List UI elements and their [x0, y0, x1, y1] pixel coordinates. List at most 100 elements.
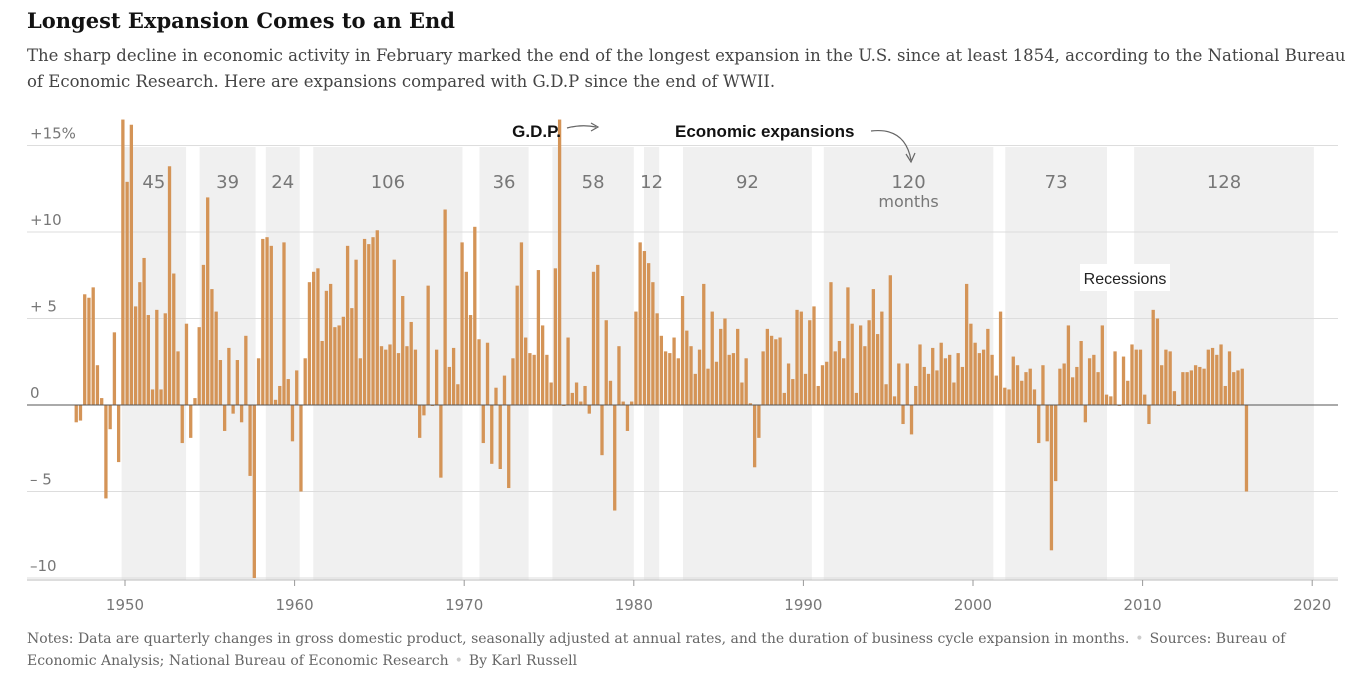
gdp-bar: [1202, 368, 1206, 405]
gdp-bar: [1100, 325, 1104, 405]
gdp-bar: [752, 405, 757, 468]
gdp-bar: [642, 251, 647, 405]
gdp-bar: [337, 325, 341, 405]
gdp-bar: [697, 349, 702, 405]
expansion-duration-label: 73: [1045, 172, 1068, 193]
gdp-bar: [95, 365, 100, 405]
y-tick-label: +10: [30, 211, 62, 229]
y-tick-label: +15%: [30, 125, 76, 143]
gdp-bar: [290, 405, 295, 442]
gdp-bar: [795, 309, 799, 405]
gdp-bar: [252, 405, 256, 578]
gdp-bar: [769, 335, 774, 405]
x-axis: 1950 1960 1970 1980 1990 2000 2010 2020: [27, 579, 1338, 614]
gdp-bar: [1062, 363, 1066, 405]
gdp-bar: [591, 271, 596, 405]
gdp-bar: [379, 346, 384, 405]
gdp-bar: [1037, 405, 1041, 444]
expansion-duration-label: 45: [142, 172, 165, 193]
gdp-bar: [553, 268, 558, 405]
gdp-bar: [354, 259, 358, 405]
gdp-bar: [456, 384, 460, 405]
gdp-bar: [1126, 380, 1130, 405]
gdp-bar: [133, 306, 138, 405]
gdp-bar: [409, 321, 413, 405]
gdp-bar: [540, 325, 545, 405]
gdp-bar: [842, 358, 846, 405]
gdp-bar: [159, 389, 163, 405]
gdp-bar: [256, 358, 261, 405]
gdp-bar: [384, 349, 388, 405]
expansion-duration-label: 24: [271, 172, 294, 193]
gdp-bar: [1079, 340, 1083, 405]
gdp-bar: [1028, 368, 1032, 405]
separator-dot: •: [1135, 631, 1144, 647]
gdp-bar: [791, 379, 795, 405]
expansion-duration-label: 12: [640, 172, 663, 193]
gdp-bar: [490, 405, 494, 464]
gdp-bar: [786, 363, 791, 405]
gdp-bar: [142, 257, 146, 405]
gdp-bar: [405, 346, 409, 405]
gdp-bar: [1104, 394, 1109, 405]
gdp-bar: [1130, 344, 1134, 405]
gdp-bar: [125, 181, 129, 405]
gdp-bar: [1032, 389, 1037, 405]
gdp-bar: [663, 351, 668, 405]
gdp-bar: [413, 349, 418, 405]
gdp-bar: [545, 354, 549, 405]
gdp-bar: [392, 259, 396, 405]
gdp-bar: [163, 313, 167, 405]
y-tick-label: – 5: [30, 471, 52, 489]
gdp-bar: [312, 271, 316, 405]
gdp-bar: [1236, 370, 1240, 405]
gdp-bar: [303, 358, 307, 405]
gdp-bar: [1160, 365, 1164, 405]
gdp-bar: [892, 396, 897, 405]
gdp-bar: [659, 335, 664, 405]
gdp-bar: [897, 363, 901, 405]
gdp-bar: [83, 294, 87, 405]
gdp-bar: [1070, 377, 1075, 405]
gdp-bar: [201, 264, 206, 405]
gdp-bar: [981, 349, 986, 405]
expansions-arrow-head: [905, 152, 916, 164]
gdp-bar: [723, 318, 727, 405]
gdp-bar: [295, 370, 299, 405]
gdp-bar: [189, 405, 193, 438]
chart-subtitle: The sharp decline in economic activity i…: [27, 46, 1346, 91]
gdp-bar: [1092, 354, 1096, 405]
gdp-expansion-chart: +15% +10 + 5 0 – 5 –10 45 39 24 106 36 58 12 92 120mo…: [27, 119, 1338, 614]
gdp-bar: [78, 405, 83, 421]
expansion-band: [1134, 147, 1314, 580]
gdp-bar: [816, 385, 820, 405]
gdp-bar: [307, 282, 312, 405]
gdp-bar: [282, 242, 286, 405]
y-tick-label: + 5: [30, 298, 57, 316]
gdp-bar: [757, 405, 761, 438]
gdp-bar: [960, 366, 965, 405]
gdp-bar: [418, 405, 422, 438]
gdp-annotation-label: G.D.P.: [512, 122, 561, 141]
gdp-bar: [931, 347, 935, 405]
x-tick-label: 2020: [1293, 596, 1331, 614]
gdp-bar: [765, 328, 770, 405]
gdp-bar: [519, 242, 524, 405]
gdp-bar: [316, 268, 320, 405]
gdp-bar: [1134, 349, 1138, 405]
gdp-bar: [888, 275, 892, 405]
gdp-bar: [952, 382, 956, 405]
gdp-bar: [943, 358, 948, 405]
gdp-bar: [451, 347, 456, 405]
gdp-bar: [112, 332, 117, 405]
gdp-bar: [858, 325, 863, 405]
gdp-bar: [680, 296, 685, 405]
gdp-bar: [1041, 365, 1045, 405]
gdp-bar: [854, 392, 859, 405]
gdp-bar: [1138, 349, 1143, 405]
gdp-bar: [630, 401, 634, 405]
gdp-bar: [774, 339, 778, 405]
gdp-bar: [939, 342, 943, 405]
gdp-bar: [1155, 318, 1160, 405]
